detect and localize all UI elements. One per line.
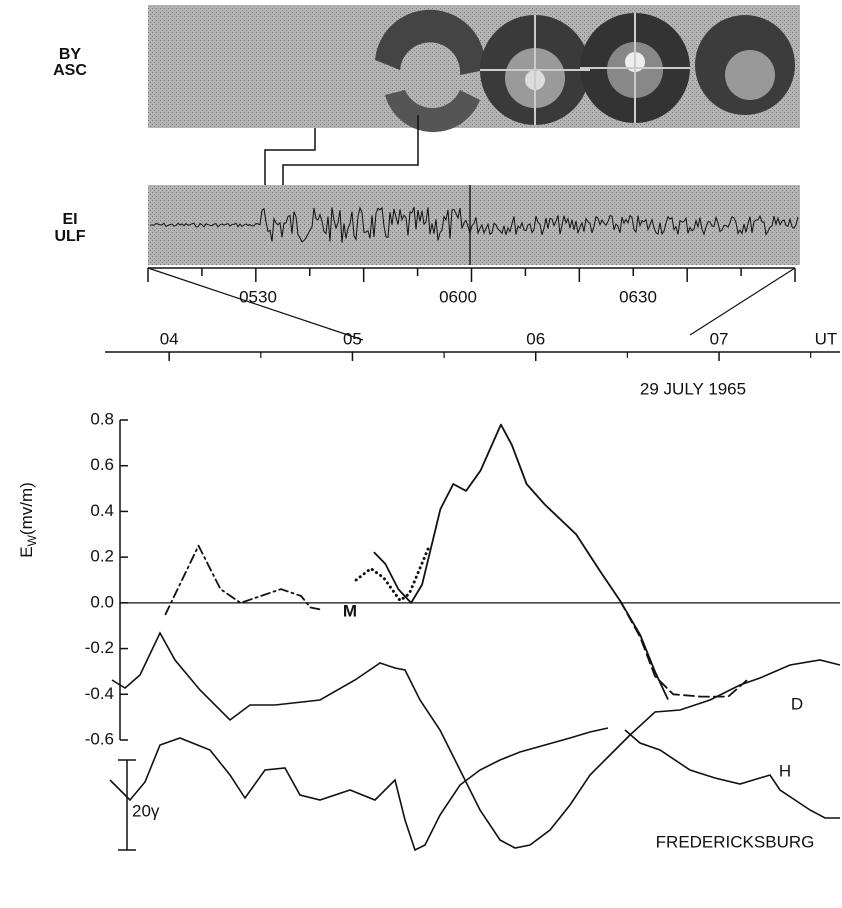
annotation: M [343,601,357,620]
scale-label: 20γ [132,801,160,820]
x-tick-label: 07 [710,329,729,348]
station: FREDERICKSBURG [656,832,815,851]
y-label-unit: (mv/m) [17,482,36,535]
ulf-label: EI [62,211,77,228]
ulf-time-label: 0600 [439,287,477,306]
ulf-ticks [147,268,796,282]
arrow [263,128,316,214]
ulf-trace [150,206,799,243]
y-label-main: E [17,546,36,557]
x-tick-label: 06 [526,329,545,348]
x-tick-label: 04 [160,329,179,348]
x-unit: UT [815,329,838,348]
ulf-time-label: 0630 [619,287,657,306]
y-tick-label: 0.8 [90,409,114,428]
asc-label: ASC [53,62,87,79]
ew-line [354,544,431,603]
zoom-line [689,267,796,336]
y-label-sub: W [25,534,39,546]
ulf-label: ULF [54,228,85,245]
y-tick-label: 0.2 [90,547,114,566]
ew-line [619,599,748,698]
y-tick-label: 0.6 [90,455,114,474]
asc-label: BY [59,46,82,63]
y-tick-label: -0.2 [85,638,114,657]
trace-label: D [791,694,803,713]
asc-strip [148,5,800,133]
d-trace [111,631,841,849]
trace-label: H [779,761,791,780]
ulf-strip [148,185,800,265]
date: 29 JULY 1965 [640,379,746,398]
scale-bar [118,759,136,851]
ew-line [373,423,669,700]
y-tick-label: 0.0 [90,592,114,611]
ew-line [164,544,323,616]
x-tick-label: 05 [343,329,362,348]
y-label: EW(mv/m) [17,482,39,558]
y-tick-label: -0.4 [85,684,114,703]
ulf-time-label: 0530 [239,287,277,306]
h-trace [109,727,840,852]
y-tick-label: -0.6 [85,729,114,748]
zoom-line [147,267,364,341]
y-tick-label: 0.4 [90,501,114,520]
